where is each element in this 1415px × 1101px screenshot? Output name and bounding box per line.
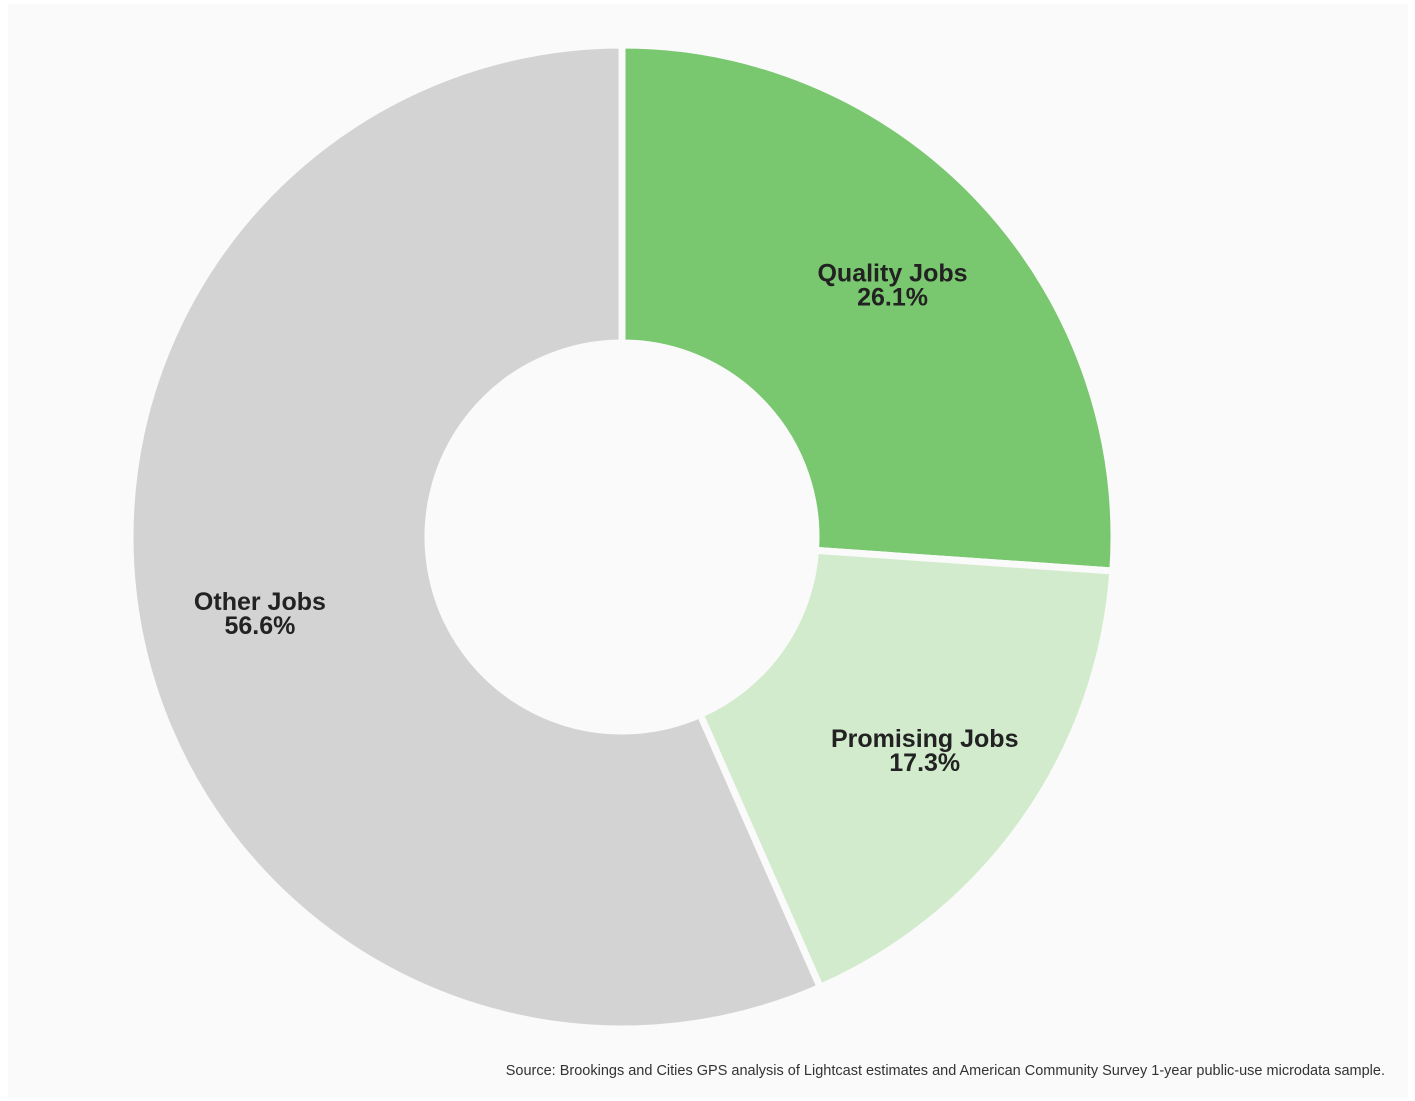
slice-value-promising-jobs: 17.3% [889,749,960,777]
slice-value-quality-jobs: 26.1% [857,284,928,312]
slice-label-quality-jobs: Quality Jobs [817,260,967,288]
chart-panel: Quality Jobs 26.1% Promising Jobs 17.3% Othe… [8,4,1408,1097]
slice-value-other-jobs: 56.6% [224,612,295,640]
source-note: Source: Brookings and Cities GPS analysi… [505,1063,1385,1079]
slice-other-jobs [126,41,825,1033]
slice-label-other-jobs: Other Jobs [194,588,326,616]
slice-label-promising-jobs: Promising Jobs [831,725,1019,753]
slice-promising-jobs [695,546,1117,992]
slice-quality-jobs [618,41,1118,575]
